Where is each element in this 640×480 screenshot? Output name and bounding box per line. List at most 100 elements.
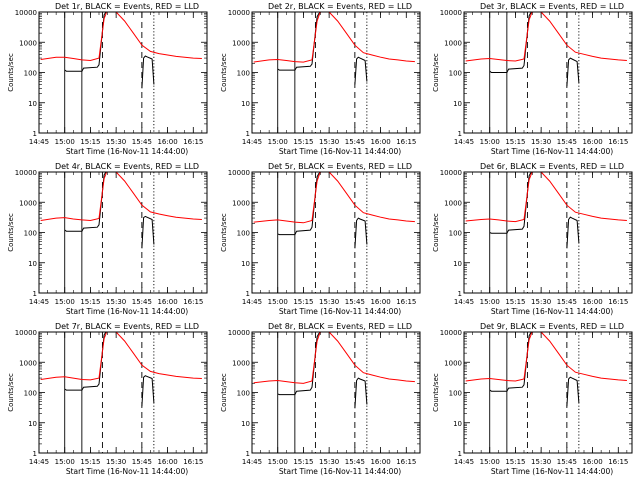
x-tick-label: 15:30 [106, 298, 126, 306]
plot-frame [463, 331, 633, 454]
x-tick-label: 15:45 [557, 458, 577, 466]
x-tick-label: 15:45 [132, 298, 152, 306]
y-tick-label: 1000 [19, 199, 37, 207]
x-tick-label: 16:15 [396, 298, 416, 306]
x-tick-label: 16:00 [157, 458, 177, 466]
x-tick-label: 14:45 [242, 138, 262, 146]
y-tick-label: 1000 [19, 39, 37, 47]
x-tick-label: 15:00 [55, 298, 75, 306]
series-line-black [354, 377, 368, 409]
x-tick-label: 15:30 [319, 458, 339, 466]
y-tick-label: 1 [33, 130, 37, 138]
x-axis-label: Start Time (16-Nov-11 14:44:00) [66, 307, 188, 316]
plot-frame [38, 11, 208, 134]
x-tick-label: 14:45 [454, 138, 474, 146]
x-tick-label: 15:30 [319, 138, 339, 146]
series-line-red [40, 12, 202, 62]
y-axis-label: Counts/sec [220, 373, 228, 412]
y-tick-label: 1 [246, 130, 250, 138]
y-tick-label: 1000 [232, 39, 250, 47]
y-axis-label: Counts/sec [432, 213, 440, 252]
series-line-black [277, 12, 321, 71]
chart-panel-6: Det 6r, BLACK = Events, RED = LLD 1 10 100 1… [432, 162, 633, 316]
y-tick-label: 10 [453, 100, 462, 108]
x-tick-label: 15:00 [480, 138, 500, 146]
x-tick-label: 16:00 [582, 298, 602, 306]
x-tick-label: 14:45 [29, 138, 49, 146]
x-tick-label: 16:15 [183, 138, 203, 146]
y-tick-label: 100 [449, 70, 462, 78]
x-tick-label: 16:00 [582, 138, 602, 146]
chart-title: Det 4r, BLACK = Events, RED = LLD [55, 162, 199, 171]
plot-frame [463, 11, 633, 134]
chart-title: Det 5r, BLACK = Events, RED = LLD [268, 162, 412, 171]
series-line-black [141, 375, 155, 407]
x-tick-label: 15:15 [505, 298, 525, 306]
y-tick-label: 10000 [15, 9, 37, 17]
series-line-black [141, 215, 155, 249]
series-line-red [465, 332, 627, 382]
y-tick-label: 1000 [444, 39, 462, 47]
x-tick-label: 14:45 [454, 298, 474, 306]
y-tick-label: 1 [458, 290, 462, 298]
x-tick-label: 15:15 [293, 458, 313, 466]
x-tick-label: 16:15 [183, 458, 203, 466]
y-tick-label: 1 [458, 130, 462, 138]
x-tick-label: 16:00 [370, 298, 390, 306]
series-line-black [64, 172, 108, 232]
chart-panel-4: Det 4r, BLACK = Events, RED = LLD 1 10 100 1… [7, 162, 208, 316]
x-tick-label: 14:45 [29, 458, 49, 466]
x-axis-label: Start Time (16-Nov-11 14:44:00) [491, 307, 613, 316]
y-axis-label: Counts/sec [7, 53, 15, 92]
x-tick-label: 15:15 [80, 298, 100, 306]
x-tick-label: 15:00 [268, 298, 288, 306]
y-tick-label: 1 [33, 450, 37, 458]
y-tick-label: 1000 [232, 199, 250, 207]
x-tick-label: 14:45 [242, 298, 262, 306]
x-tick-label: 15:30 [106, 458, 126, 466]
y-axis-label: Counts/sec [220, 53, 228, 92]
x-tick-label: 15:30 [106, 138, 126, 146]
y-tick-label: 10 [28, 420, 37, 428]
y-tick-label: 10 [28, 260, 37, 268]
y-tick-label: 10000 [440, 169, 462, 177]
series-line-red [40, 172, 202, 222]
series-line-black [354, 56, 368, 85]
chart-title: Det 3r, BLACK = Events, RED = LLD [480, 2, 624, 11]
series-line-red [253, 172, 415, 224]
x-tick-label: 15:45 [557, 138, 577, 146]
x-tick-label: 15:45 [345, 458, 365, 466]
y-axis-label: Counts/sec [7, 373, 15, 412]
x-tick-label: 16:15 [183, 298, 203, 306]
series-line-black [566, 376, 580, 407]
x-tick-label: 15:00 [268, 458, 288, 466]
y-tick-label: 10000 [15, 329, 37, 337]
y-tick-label: 100 [237, 230, 250, 238]
x-tick-label: 14:45 [242, 458, 262, 466]
x-tick-label: 16:00 [370, 458, 390, 466]
x-tick-label: 15:00 [55, 138, 75, 146]
x-tick-label: 15:45 [132, 138, 152, 146]
y-tick-label: 10 [28, 100, 37, 108]
chart-title: Det 9r, BLACK = Events, RED = LLD [480, 322, 624, 331]
plot-frame [251, 171, 421, 294]
x-tick-label: 15:30 [319, 298, 339, 306]
y-axis-label: Counts/sec [432, 53, 440, 92]
x-tick-label: 15:45 [557, 298, 577, 306]
y-tick-label: 10000 [440, 329, 462, 337]
chart-panel-7: Det 7r, BLACK = Events, RED = LLD 1 10 100 1… [7, 322, 208, 476]
x-tick-label: 15:45 [132, 458, 152, 466]
chart-title: Det 7r, BLACK = Events, RED = LLD [55, 322, 199, 331]
series-line-red [40, 332, 202, 381]
chart-panel-5: Det 5r, BLACK = Events, RED = LLD 1 10 100 1… [220, 162, 421, 316]
x-tick-label: 15:30 [531, 138, 551, 146]
y-tick-label: 10 [241, 420, 250, 428]
y-tick-label: 100 [449, 230, 462, 238]
x-tick-label: 15:00 [268, 138, 288, 146]
y-tick-label: 1000 [444, 199, 462, 207]
chart-title: Det 2r, BLACK = Events, RED = LLD [268, 2, 412, 11]
x-tick-label: 16:00 [582, 458, 602, 466]
x-tick-label: 15:30 [531, 458, 551, 466]
y-tick-label: 100 [237, 70, 250, 78]
